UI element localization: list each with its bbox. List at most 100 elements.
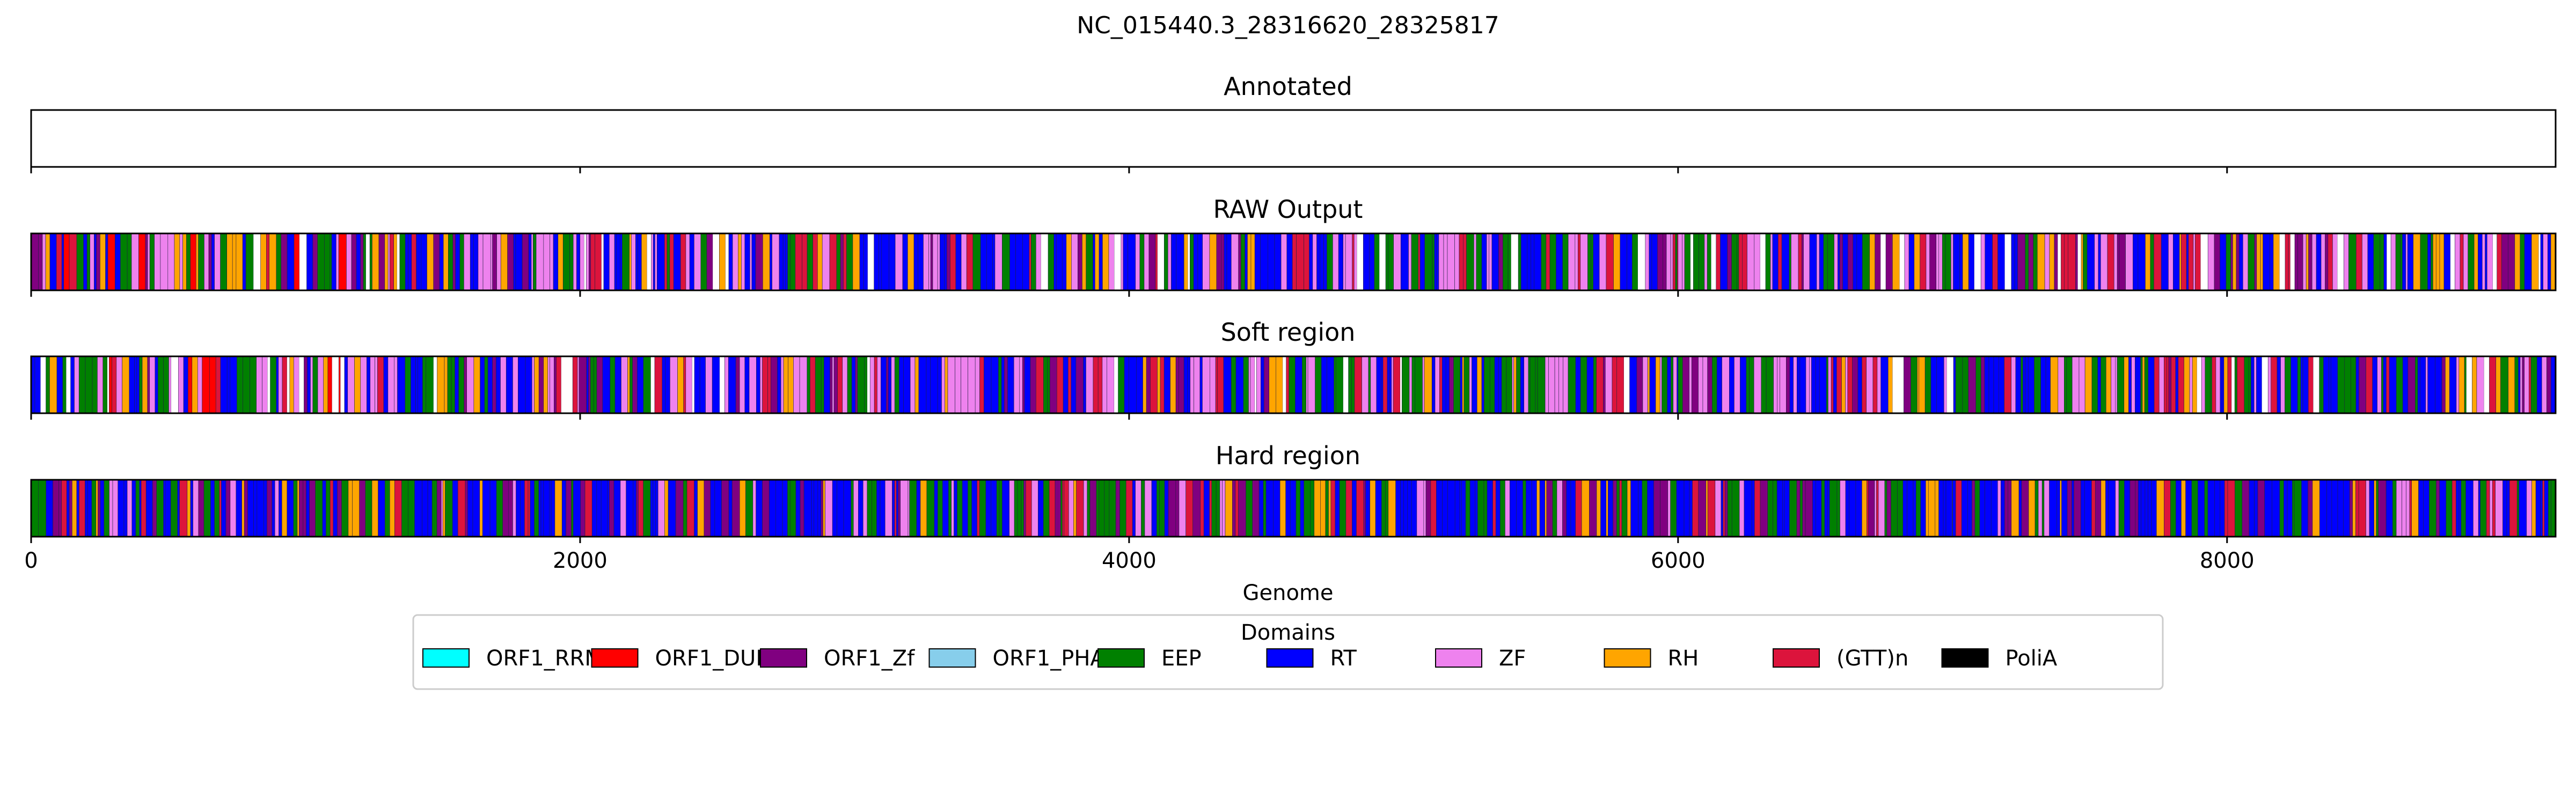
domain-bar xyxy=(442,479,445,537)
domain-bar xyxy=(1945,479,1952,537)
domain-bar xyxy=(1219,479,1223,537)
domain-bar xyxy=(1951,233,1953,291)
domain-bar xyxy=(1248,356,1251,414)
domain-bar xyxy=(2038,479,2043,537)
domain-bar xyxy=(1642,479,1648,537)
domain-bar xyxy=(338,233,347,291)
domain-bar xyxy=(1096,479,1100,537)
domain-bar xyxy=(208,233,212,291)
domain-bar xyxy=(1742,233,1747,291)
domain-bar xyxy=(445,479,453,537)
domain-bar xyxy=(1747,233,1755,291)
domain-bar xyxy=(803,479,812,537)
domain-bar xyxy=(383,356,389,414)
domain-bar xyxy=(1907,479,1914,537)
domain-bar xyxy=(1221,233,1225,291)
domain-bar xyxy=(832,479,837,537)
domain-bar xyxy=(853,479,859,537)
domain-bar xyxy=(437,356,445,414)
domain-bar xyxy=(1351,356,1355,414)
domain-bar xyxy=(118,479,125,537)
domain-bar xyxy=(536,233,544,291)
domain-bar xyxy=(1591,233,1593,291)
legend-title: Domains xyxy=(1241,620,1335,645)
domain-bar xyxy=(2330,356,2338,414)
domain-bar xyxy=(2405,233,2408,291)
domain-bar xyxy=(394,479,402,537)
domain-bar xyxy=(1459,233,1463,291)
domain-bar xyxy=(214,479,219,537)
domain-bar xyxy=(783,356,788,414)
domain-bar xyxy=(408,479,415,537)
domain-bar xyxy=(1416,479,1424,537)
domain-bar xyxy=(744,233,750,291)
domain-bar xyxy=(1534,233,1542,291)
domain-bar xyxy=(1038,479,1044,537)
domain-bar xyxy=(1235,479,1239,537)
domain-bar xyxy=(2037,233,2045,291)
domain-bar xyxy=(593,356,597,414)
domain-bar xyxy=(1200,479,1204,537)
domain-bar xyxy=(1992,233,1998,291)
domain-bar xyxy=(2171,356,2176,414)
domain-bar xyxy=(2001,479,2005,537)
domain-bar xyxy=(590,356,594,414)
domain-bar xyxy=(1878,479,1885,537)
domain-bar xyxy=(738,233,742,291)
domain-bar xyxy=(2496,356,2501,414)
domain-bar xyxy=(1809,356,1812,414)
domain-bar xyxy=(2489,479,2493,537)
domain-bar xyxy=(2154,356,2160,414)
domain-bar xyxy=(63,233,70,291)
domain-bar xyxy=(2311,233,2317,291)
domain-bar xyxy=(2034,356,2041,414)
domain-bar xyxy=(1315,356,1322,414)
domain-bar xyxy=(620,479,626,537)
domain-bar xyxy=(2482,233,2485,291)
domain-bar xyxy=(1886,479,1891,537)
domain-bar xyxy=(2484,356,2490,413)
domain-bar xyxy=(2465,479,2473,537)
domain-bar xyxy=(1387,356,1390,414)
domain-bar xyxy=(621,233,630,291)
domain-bar xyxy=(1345,233,1352,291)
domain-bar xyxy=(2433,233,2436,291)
domain-bar xyxy=(1689,356,1692,414)
domain-bar xyxy=(2451,479,2456,537)
domain-bar xyxy=(193,479,199,537)
domain-bar xyxy=(880,479,885,537)
domain-bar xyxy=(843,479,851,537)
domain-bar xyxy=(2148,356,2155,414)
domain-bar xyxy=(1475,479,1478,537)
domain-bar xyxy=(2025,356,2029,414)
domain-bar xyxy=(1929,233,1936,291)
domain-bar xyxy=(160,233,169,291)
domain-bar xyxy=(340,356,345,413)
domain-bar xyxy=(811,479,814,537)
domain-bar xyxy=(2004,479,2008,537)
domain-bar xyxy=(520,479,525,537)
domain-bar xyxy=(281,233,288,291)
domain-bar xyxy=(100,233,106,291)
domain-bar xyxy=(2495,479,2503,537)
domain-bar xyxy=(1254,233,1261,291)
domain-bar xyxy=(1328,479,1331,537)
domain-bar xyxy=(1693,233,1699,291)
domain-bar xyxy=(120,233,128,291)
domain-bar xyxy=(1616,479,1620,537)
domain-bar xyxy=(1179,479,1186,537)
domain-bar xyxy=(1434,233,1437,291)
domain-bar xyxy=(79,479,85,537)
domain-bar xyxy=(1273,479,1280,537)
domain-bar xyxy=(914,356,919,414)
domain-bar xyxy=(1352,233,1355,291)
domain-bar xyxy=(2435,233,2440,291)
domain-bar xyxy=(543,479,550,537)
domain-bar xyxy=(1554,356,1559,414)
domain-bar xyxy=(554,356,557,414)
domain-bar xyxy=(149,233,155,291)
domain-bar xyxy=(1568,233,1576,291)
domain-bar xyxy=(1245,233,1248,291)
domain-bar xyxy=(2423,479,2429,537)
track-background xyxy=(31,110,2556,167)
